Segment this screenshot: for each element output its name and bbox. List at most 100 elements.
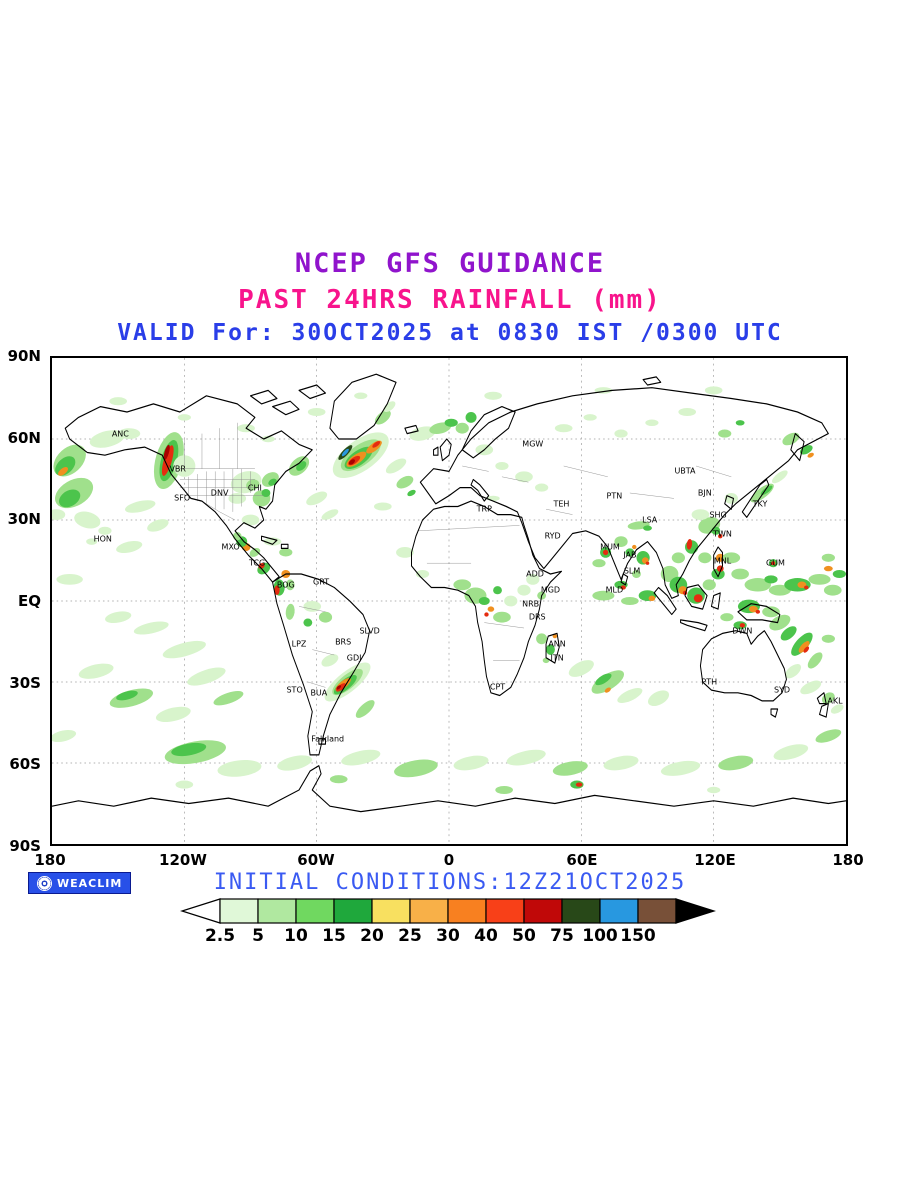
- station-label: TEH: [553, 499, 570, 509]
- x-axis-label: 0: [443, 851, 455, 869]
- station-label: RYD: [544, 531, 561, 541]
- svg-text:25: 25: [398, 926, 422, 946]
- coast-greenland: [329, 373, 397, 440]
- weaclim-label: WEACLIM: [57, 876, 123, 890]
- x-axis-label: 120E: [694, 851, 736, 869]
- y-axis-labels: 90N 60N 30N EQ 30S 60S 90S: [0, 347, 46, 855]
- station-label: SLM: [623, 566, 641, 576]
- station-label: DRS: [528, 612, 546, 622]
- y-axis-label: 90N: [7, 347, 41, 365]
- weaclim-badge[interactable]: WEACLIM: [28, 872, 132, 894]
- coast-eurasia: [419, 387, 829, 599]
- station-label: UBTA: [674, 466, 696, 476]
- svg-text:10: 10: [284, 926, 308, 946]
- coast-south-america: [272, 573, 371, 756]
- station-label: MXO: [221, 542, 240, 552]
- x-axis-label: 180: [832, 851, 864, 869]
- station-label: ANC: [111, 429, 129, 439]
- station-label: BJN: [697, 488, 712, 498]
- y-axis-label: EQ: [18, 592, 41, 610]
- station-label: LPZ: [291, 639, 307, 649]
- station-label: HON: [93, 534, 112, 544]
- coastlines: [52, 373, 846, 813]
- svg-text:2.5: 2.5: [205, 926, 235, 946]
- station-label: GRT: [313, 577, 330, 587]
- svg-text:15: 15: [322, 926, 346, 946]
- station-label: SHG: [709, 510, 727, 520]
- svg-text:40: 40: [474, 926, 498, 946]
- valid-time-label: VALID For: 30OCT2025 at 0830 IST /0300 U…: [117, 320, 783, 346]
- coast-korea: [724, 495, 735, 510]
- map-svg: [52, 358, 846, 844]
- y-axis-label: 30S: [9, 673, 41, 692]
- svg-text:20: 20: [360, 926, 384, 946]
- country-borders: [175, 422, 732, 688]
- station-label: SLVD: [359, 626, 380, 636]
- station-label: MNL: [713, 556, 732, 565]
- x-axis-label: 180: [34, 851, 66, 869]
- station-label: ITN: [550, 653, 564, 663]
- station-label: BRS: [335, 637, 352, 646]
- coast-antarctica: [52, 765, 846, 813]
- station-label: DWN: [732, 626, 753, 636]
- station-label: BOG: [276, 580, 295, 590]
- station-label: MGD: [540, 585, 561, 595]
- svg-text:150: 150: [620, 926, 656, 946]
- page-subtitle: PAST 24HRS RAINFALL (mm): [238, 285, 662, 315]
- station-label: STO: [286, 685, 303, 695]
- world-map: ANC VBR SFO DNV CHI HON MXO TCG BOG GRT LPZ BRS SLVD…: [50, 356, 848, 846]
- station-label: AKL: [827, 696, 843, 706]
- station-label: LSA: [642, 515, 658, 525]
- svg-text:100: 100: [582, 926, 618, 946]
- x-axis-labels: 180 120W 60W 0 60E 120E 180: [34, 851, 863, 873]
- y-axis-label: 30N: [7, 510, 41, 529]
- page-title: NCEP GFS GUIDANCE: [294, 248, 606, 279]
- station-layer: ANC VBR SFO DNV CHI HON MXO TCG BOG GRT LPZ BRS SLVD…: [52, 358, 846, 844]
- station-label: SFO: [174, 493, 191, 503]
- coast-scandinavia: [461, 405, 516, 459]
- coast-madagascar: [545, 632, 560, 664]
- station-label: CHI: [247, 483, 262, 493]
- coast-australia: [699, 630, 787, 718]
- y-axis-label: 60S: [9, 755, 41, 774]
- svg-text:75: 75: [550, 926, 574, 946]
- station-label: PTN: [606, 491, 623, 501]
- svg-text:50: 50: [512, 926, 536, 946]
- station-label: Falkland: [311, 734, 345, 744]
- station-label: GUM: [765, 558, 785, 568]
- y-axis-label: 90S: [9, 837, 41, 855]
- coast-kamchatka: [790, 432, 805, 462]
- initial-conditions-label: INITIAL CONDITIONS:12Z21OCT2025: [213, 870, 687, 895]
- colorbar: 2.5 5 10 15 20 25 30 40 50 75 100 150: [50, 897, 848, 951]
- svg-text:30: 30: [436, 926, 460, 946]
- station-label: CPT: [489, 682, 506, 692]
- coast-africa: [411, 500, 562, 697]
- coast-japan: [741, 478, 770, 518]
- coast-new-zealand: [816, 692, 829, 718]
- svg-text:5: 5: [252, 926, 264, 946]
- x-axis-label: 60W: [297, 851, 335, 869]
- coast-arctic-islands: [250, 376, 662, 416]
- coast-sri-lanka: [620, 573, 629, 586]
- y-axis-label: 60N: [7, 428, 41, 447]
- station-label: PTH: [701, 677, 718, 687]
- station-label: VBR: [169, 464, 186, 474]
- coast-cuba: [261, 535, 289, 549]
- coast-north-america: [64, 395, 313, 583]
- station-label: ANN: [548, 639, 566, 649]
- station-label: GDJ: [346, 653, 362, 663]
- station-label: MUM: [600, 542, 620, 552]
- station-label: JAB: [623, 550, 637, 560]
- x-axis-label: 60E: [566, 851, 598, 869]
- station-label: SYD: [773, 685, 791, 695]
- station-label: TKY: [752, 499, 768, 509]
- station-label: MLD: [605, 585, 624, 595]
- station-label: DNV: [210, 488, 229, 498]
- station-label: ADD: [526, 569, 544, 579]
- x-axis-label: 120W: [159, 851, 207, 869]
- coast-maritime-continent: [653, 546, 781, 632]
- coast-italy: [470, 478, 490, 502]
- station-label: BUA: [310, 688, 328, 698]
- station-label: TCG: [249, 558, 266, 568]
